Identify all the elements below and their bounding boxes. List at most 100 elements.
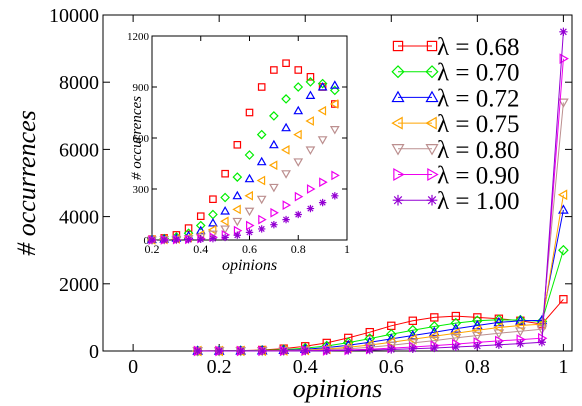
data-point [430, 343, 439, 353]
legend-marker [391, 90, 405, 103]
inset-plot: 0.2 0.4 0.6 0.8 1 0 300 600 900 1200 opinions # occ… [127, 31, 350, 274]
legend-marker [392, 194, 404, 206]
inset-data-point [148, 236, 156, 244]
inset-data-point [294, 210, 302, 219]
legend-marker [425, 144, 439, 156]
data-point [450, 323, 462, 333]
inset-y-tick-label: 300 [133, 184, 150, 196]
x-tick-label: 0 [128, 356, 138, 378]
data-point [559, 295, 568, 304]
inset-data-point [220, 216, 229, 227]
inset-data-point [220, 225, 230, 234]
data-point [557, 189, 568, 201]
inset-data-point [232, 172, 243, 182]
data-point [407, 324, 419, 336]
inset-data-point [232, 204, 241, 215]
inset-data-point [329, 80, 340, 89]
inset-y-axis-label: # occurrences [129, 96, 145, 180]
inset-data-point [196, 212, 205, 221]
inset-data-point [246, 220, 255, 231]
inset-data-point [220, 206, 230, 215]
data-point [471, 319, 483, 330]
inset-data-point [318, 198, 327, 207]
inset-data-point [232, 217, 243, 227]
inset-data-point [329, 85, 340, 96]
legend: λ = 0.68λ = 0.70λ = 0.72λ = 0.75λ = 0.80… [391, 34, 519, 215]
inset-series-star [148, 192, 339, 244]
data-point [193, 346, 202, 356]
x-tick-label: 0.6 [379, 356, 404, 378]
data-point [516, 339, 525, 348]
data-point [385, 341, 397, 351]
legend-label: λ = 0.70 [437, 60, 519, 87]
data-point [450, 327, 460, 339]
inset-data-point [172, 236, 181, 244]
legend-marker [426, 40, 438, 52]
inset-data-point [294, 66, 303, 74]
data-point [451, 311, 461, 321]
data-point [258, 346, 267, 356]
inset-data-point [329, 126, 340, 135]
legend-label: λ = 0.80 [437, 137, 519, 164]
data-point [365, 327, 374, 337]
legend-label: λ = 0.72 [437, 85, 519, 112]
data-point [322, 346, 331, 355]
data-point [451, 342, 460, 352]
legend-label: λ = 0.75 [437, 111, 519, 138]
y-tick-label: 10000 [49, 5, 99, 27]
inset-data-point [270, 66, 278, 74]
data-point [279, 346, 288, 356]
inset-data-point [293, 129, 302, 140]
inset-data-point [257, 83, 266, 91]
data-point [536, 325, 548, 335]
legend-marker [425, 116, 437, 130]
inset-x-tick-label: 0.6 [242, 242, 257, 256]
legend-marker [425, 65, 439, 79]
inset-data-point [293, 105, 304, 115]
inset-data-point [160, 236, 168, 244]
inset-data-point [245, 228, 254, 237]
data-point [428, 330, 439, 342]
inset-data-point [317, 78, 328, 89]
inset-data-point [197, 235, 205, 243]
inset-data-point [293, 82, 304, 92]
inset-data-point [244, 150, 255, 160]
inset-data-point [282, 59, 290, 68]
inset-data-point [281, 170, 291, 179]
data-point [558, 98, 569, 108]
inset-data-point [293, 158, 304, 167]
data-point [559, 27, 568, 36]
legend-label: λ = 0.90 [437, 163, 519, 190]
data-point [559, 53, 569, 65]
inset-data-point [244, 190, 253, 201]
data-point [428, 336, 440, 347]
inset-data-point [233, 231, 241, 239]
inset-data-point [305, 77, 316, 87]
inset-x-tick-label: 0.8 [291, 242, 306, 256]
data-point [428, 321, 440, 332]
data-point [365, 345, 374, 355]
legend-marker [391, 116, 403, 130]
inset-data-point [245, 108, 254, 117]
inset-data-point [256, 156, 267, 166]
inset-data-point [195, 220, 206, 231]
data-point [515, 315, 526, 325]
inset-data-point [269, 111, 279, 121]
inset-data-point [232, 190, 243, 200]
data-point [387, 345, 396, 354]
data-point [473, 341, 482, 351]
inset-data-point [244, 173, 255, 183]
inset-data-point [244, 207, 255, 217]
inset-y-tick-label: 600 [133, 133, 150, 145]
data-point [428, 326, 440, 337]
inset-x-tick-label: 0.2 [145, 242, 160, 256]
inset-data-point [184, 235, 193, 244]
legend-marker [425, 90, 439, 103]
inset-data-point [305, 116, 314, 126]
inset-data-point [281, 122, 291, 132]
inset-data-point [270, 207, 279, 218]
inset-data-point [306, 204, 315, 213]
legend-marker [393, 167, 405, 182]
inset-data-point [282, 215, 290, 224]
data-point [301, 346, 310, 356]
